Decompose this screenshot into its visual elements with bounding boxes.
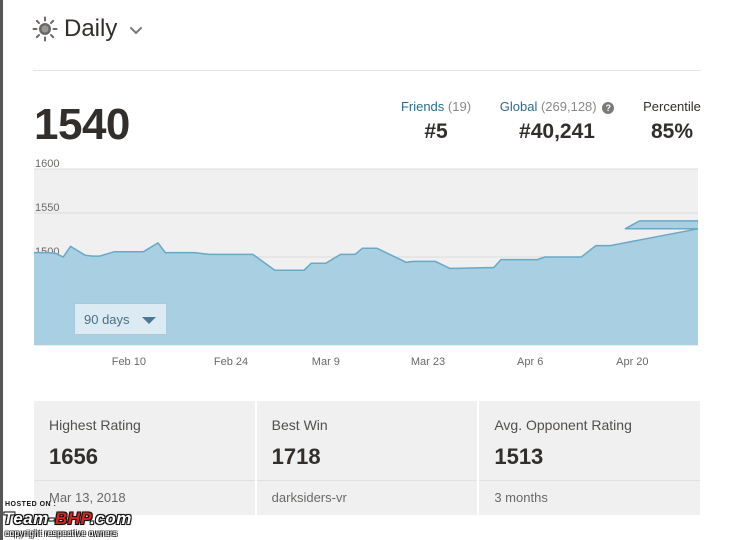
- y-tick-label: 1550: [35, 202, 59, 214]
- x-tick-label: Feb 10: [112, 356, 146, 368]
- percentile-value: 85%: [640, 120, 704, 144]
- percentile-stat: Percentile 85%: [640, 99, 704, 144]
- watermark: HOSTED ON : Team-BHP.com copyright respe…: [3, 500, 193, 540]
- card-label: Highest Rating: [49, 417, 141, 433]
- friends-link[interactable]: Friends: [401, 99, 444, 114]
- best-win-opponent-link[interactable]: darksiders-vr: [272, 490, 347, 505]
- x-tick-label: Apr 20: [616, 356, 648, 368]
- range-dropdown-value: 90 days: [84, 312, 130, 327]
- friends-stat: Friends (19) #5: [396, 99, 476, 144]
- question-circle-icon[interactable]: ?: [602, 102, 614, 114]
- x-tick-label: Mar 23: [411, 356, 445, 368]
- x-tick-label: Feb 24: [214, 356, 248, 368]
- watermark-hosted: HOSTED ON :: [5, 501, 56, 508]
- card-subtext: 3 months: [494, 490, 547, 505]
- avg-opponent-card: Avg. Opponent Rating 1513 3 months: [479, 401, 700, 515]
- chevron-down-icon[interactable]: [129, 26, 143, 36]
- card-divider: [34, 480, 255, 481]
- sun-icon: [32, 16, 58, 42]
- global-link[interactable]: Global: [500, 99, 538, 114]
- highest-rating-card: Highest Rating 1656 Mar 13, 2018: [34, 401, 255, 515]
- stats-cards: Highest Rating 1656 Mar 13, 2018 Best Wi…: [34, 401, 700, 515]
- watermark-copyright: copyright respective owners: [5, 529, 118, 538]
- y-tick-label: 1600: [35, 158, 59, 170]
- card-value: 1513: [494, 444, 543, 470]
- percentile-label: Percentile: [640, 99, 704, 114]
- global-count: (269,128): [541, 99, 597, 114]
- best-win-card: Best Win 1718 darksiders-vr: [257, 401, 478, 515]
- header-divider: [33, 70, 701, 71]
- x-tick-label: Apr 6: [517, 356, 543, 368]
- rating-type-header[interactable]: Daily: [32, 12, 143, 46]
- friends-rank: #5: [396, 120, 476, 144]
- caret-down-icon: [142, 317, 156, 324]
- range-dropdown[interactable]: 90 days: [74, 303, 167, 335]
- global-rank: #40,241: [497, 120, 617, 144]
- watermark-brand: Team-BHP.com: [3, 509, 132, 529]
- card-label: Avg. Opponent Rating: [494, 417, 632, 433]
- x-tick-label: Mar 9: [312, 356, 340, 368]
- card-value: 1718: [272, 444, 321, 470]
- card-label: Best Win: [272, 417, 328, 433]
- global-stat: Global (269,128) ? #40,241: [497, 99, 617, 144]
- friends-count: (19): [448, 99, 471, 114]
- current-rating: 1540: [34, 100, 130, 150]
- card-divider: [257, 480, 478, 481]
- rating-type-title: Daily: [64, 15, 117, 43]
- card-value: 1656: [49, 444, 98, 470]
- card-divider: [479, 480, 700, 481]
